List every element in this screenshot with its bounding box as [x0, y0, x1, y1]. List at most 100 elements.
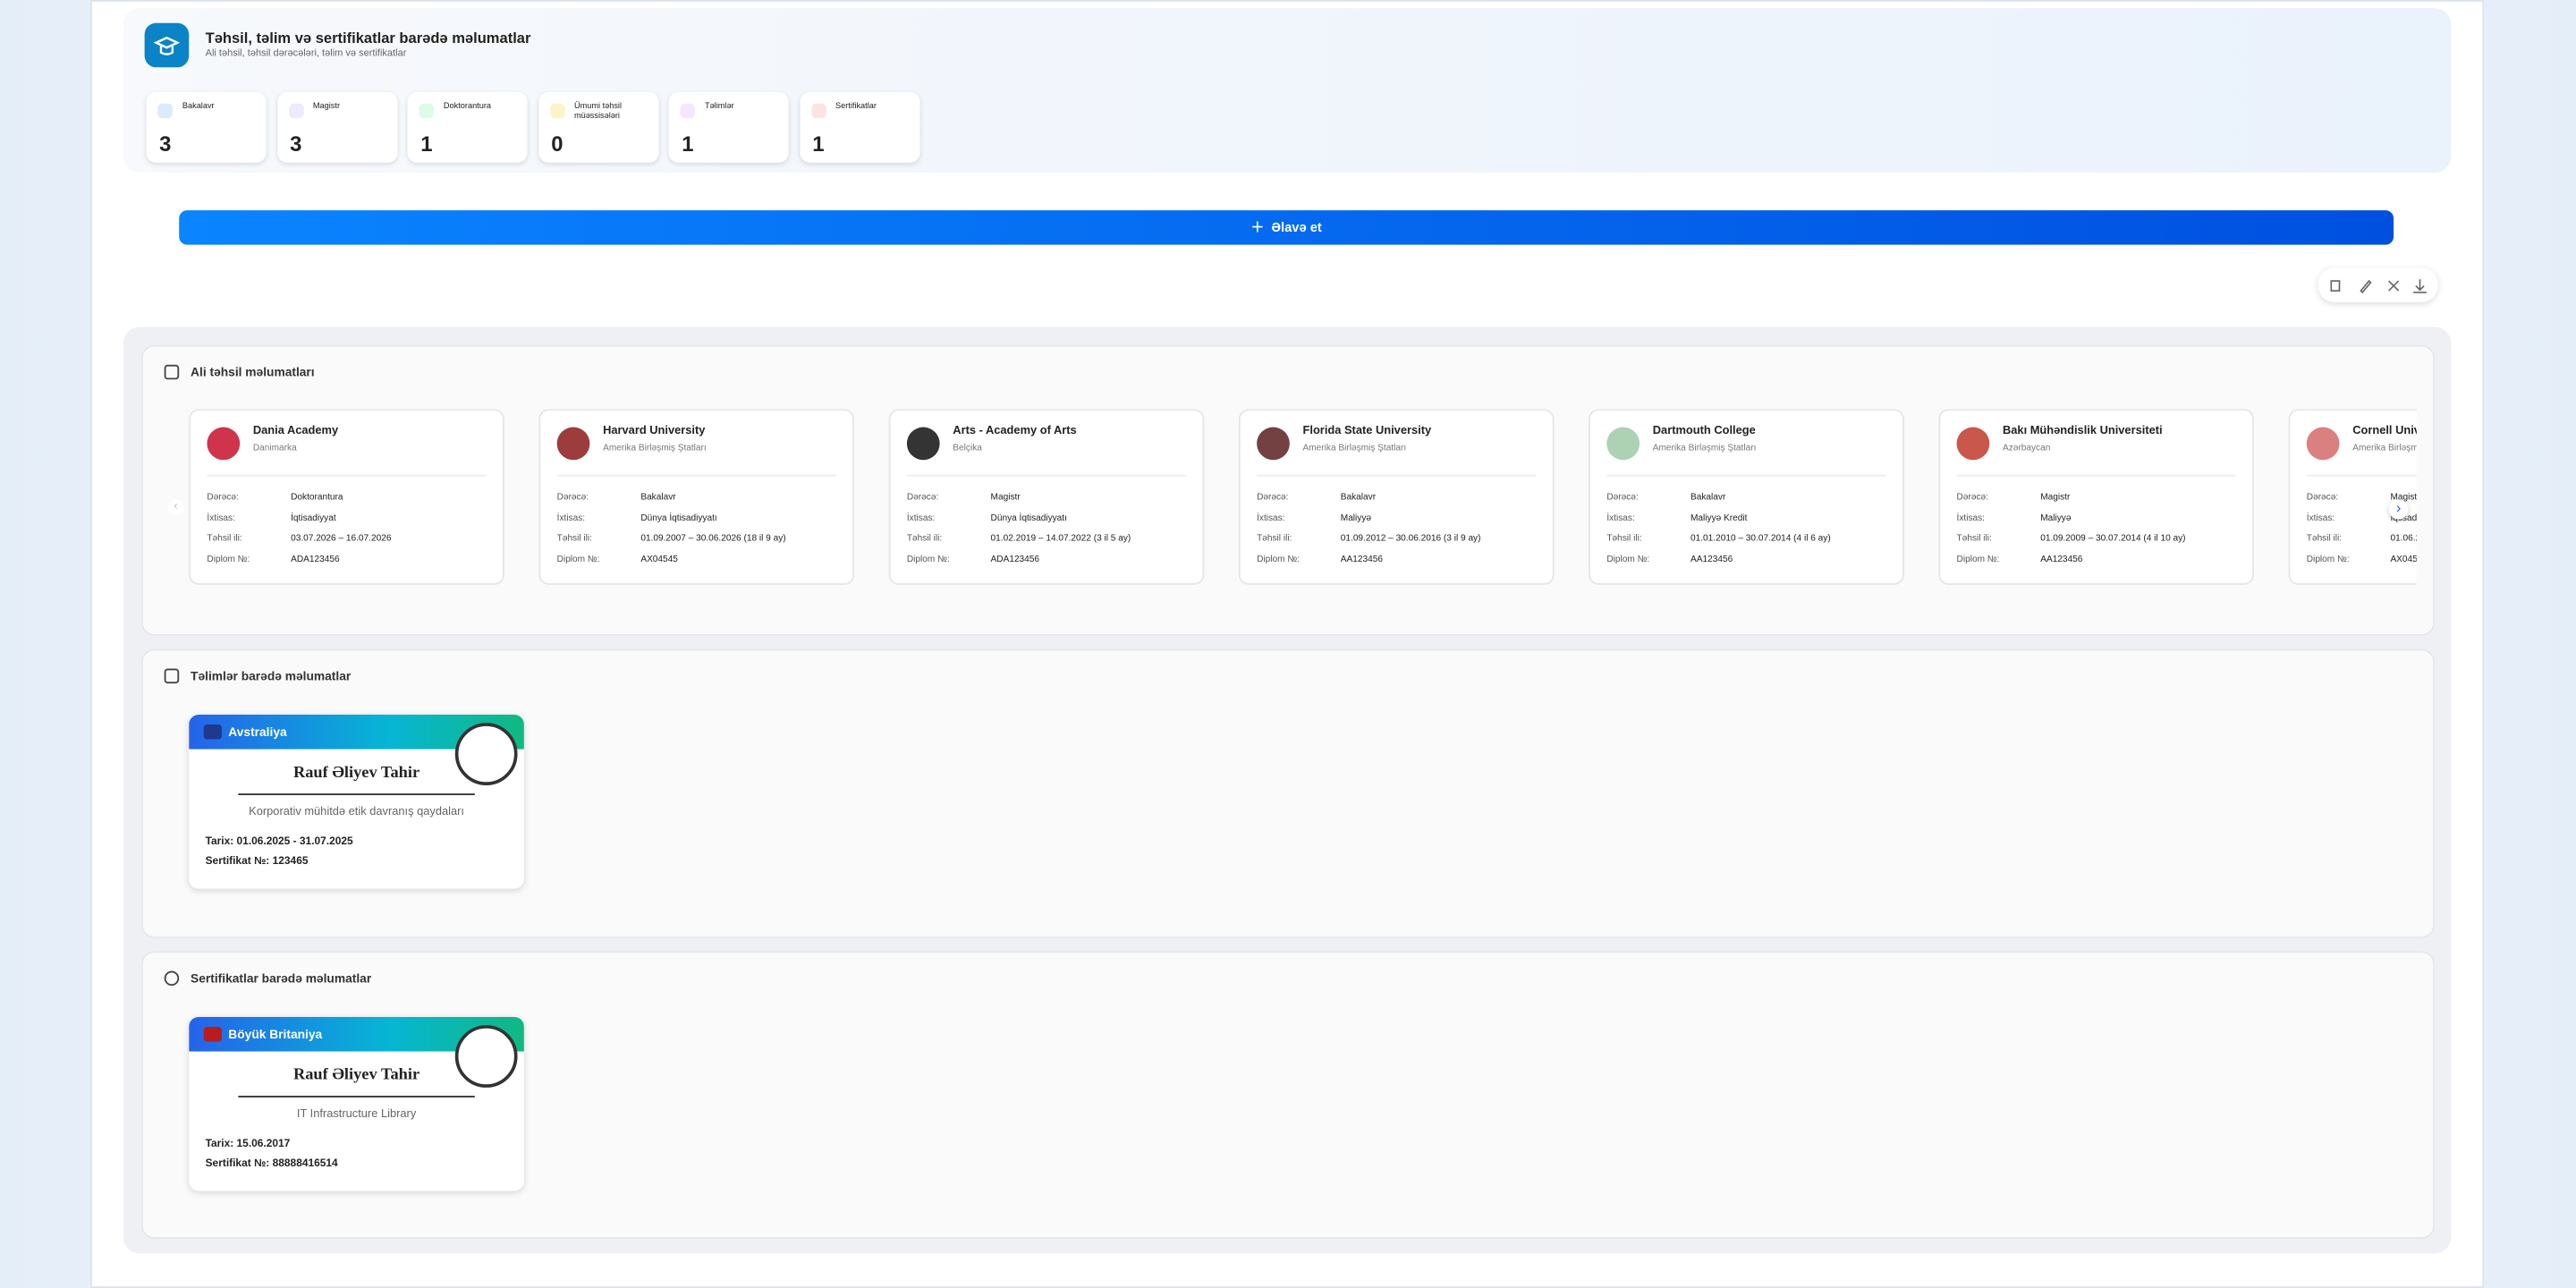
field-label: Diplom №: [2306, 554, 2350, 564]
flag-icon [203, 724, 222, 740]
stat-card: Ümumi təhsil müəssisələri 0 [538, 91, 658, 163]
header: Təhsil, təlim və sertifikatlar barədə mə… [123, 8, 2452, 173]
stat-value: 1 [420, 131, 433, 157]
field-value: Magistr [2390, 493, 2416, 504]
signature-line [238, 793, 475, 795]
field-label: İxtisas: [1606, 513, 1635, 524]
field-label: Diplom №: [1956, 554, 2000, 564]
field-value: 01.02.2019 – 14.07.2022 (3 il 5 ay) [990, 533, 1131, 544]
delete-icon[interactable] [2330, 280, 2341, 292]
number-row: Sertifikat №: 88888416514 [206, 1158, 338, 1170]
prev-button[interactable]: ‹ [167, 499, 184, 516]
stat-card: Magistr 3 [276, 91, 397, 163]
education-card: Cornell University Amerika Birləşmiş Ştat… [2288, 409, 2417, 585]
university-country: Amerika Birləşmiş Ştatları [2352, 443, 2417, 453]
university-logo [1257, 427, 1290, 461]
stat-card: Bakalavr 3 [146, 91, 267, 163]
divider [1956, 474, 2236, 477]
field-label: İxtisas: [1257, 513, 1285, 524]
field-label: İxtisas: [556, 513, 586, 524]
download-icon[interactable] [2413, 279, 2427, 293]
field-value: Maliyyə Kredit [1690, 513, 1748, 524]
stat-label: Magistr [312, 101, 341, 112]
signature-line [238, 1096, 475, 1097]
number-label: Sertifikat №: [205, 1157, 270, 1170]
field-label: Dərəcə: [1606, 493, 1639, 504]
stat-icon [157, 103, 173, 119]
field-label: Diplom №: [207, 554, 250, 564]
header-title: Təhsil, təlim və sertifikatlar barədə mə… [205, 30, 531, 47]
stat-value: 3 [159, 131, 172, 157]
field-value: AX04545 [640, 554, 678, 564]
university-country: Amerika Birləşmiş Ştatları [1652, 443, 1757, 453]
badge-icon [454, 1025, 518, 1088]
field-label: Diplom №: [556, 554, 600, 564]
stat-icon [288, 103, 303, 119]
section-title: Təlimlər barədə məlumatlar [191, 668, 352, 684]
field-value: 01.09.2009 – 30.07.2014 (4 il 10 ay) [2040, 533, 2186, 544]
certificate-card: Avstraliya Rauf Əliyev Tahir Korporativ mü… [189, 714, 524, 889]
education-card: Dania Academy Danimarka Dərəcə: Doktorantur… [189, 409, 504, 585]
add-button[interactable]: ＋ Əlavə et [179, 210, 2394, 245]
education-card: Florida State University Amerika Birləşmi… [1238, 409, 1555, 585]
flag-icon [203, 1026, 222, 1042]
stat-value: 3 [290, 131, 302, 157]
date-label: Tarix: [205, 835, 234, 848]
university-logo [906, 427, 940, 461]
stat-label: Ümumi təhsil müəssisələri [573, 101, 623, 122]
university-name: Dania Academy [252, 425, 339, 437]
field-value: 01.09.2007 – 30.06.2026 (18 il 9 ay) [640, 533, 786, 544]
tool-icon[interactable] [2388, 280, 2400, 292]
field-value: Bakalavr [1690, 493, 1726, 504]
divider [906, 474, 1187, 477]
stat-icon [810, 103, 826, 119]
header-icon [144, 22, 190, 68]
university-name: Bakı Mühəndislik Universiteti [2002, 425, 2163, 437]
field-label: Təhsil ili: [1257, 533, 1292, 544]
university-country: Azərbaycan [2002, 443, 2051, 453]
section-icon [164, 970, 180, 987]
stat-label: Doktorantura [443, 101, 492, 112]
divider [2306, 474, 2417, 477]
date-row: Tarix: 15.06.2017 [206, 1139, 291, 1150]
stat-value: 1 [812, 131, 825, 157]
section-icon [164, 364, 180, 380]
date-label: Tarix: [205, 1138, 234, 1150]
number-row: Sertifikat №: 123465 [206, 856, 309, 868]
certificate-card: Böyük Britaniya Rauf Əliyev Tahir IT Infra… [189, 1016, 524, 1191]
field-value: Dünya İqtisadiyyatı [990, 513, 1067, 524]
field-value: 01.09.2012 – 30.06.2016 (3 il 9 ay) [1340, 533, 1481, 544]
person-name: Rauf Əliyev Tahir [292, 764, 420, 783]
next-button[interactable]: › [2388, 499, 2409, 520]
university-country: Amerika Birləşmiş Ştatları [1302, 443, 1407, 453]
date-row: Tarix: 01.06.2025 - 31.07.2025 [206, 836, 353, 848]
education-card: Bakı Mühəndislik Universiteti Azərbaycan D… [1938, 409, 2255, 585]
field-value: Bakalavr [1340, 493, 1377, 504]
field-label: Təhsil ili: [556, 533, 592, 544]
field-value: ADA123456 [990, 554, 1040, 564]
field-label: İxtisas: [207, 513, 235, 524]
toolbar [2318, 267, 2438, 302]
divider [1606, 474, 1886, 477]
divider [556, 474, 836, 477]
field-value: 01.06.2015 – 30.06.2017 [2390, 533, 2416, 544]
university-name: Florida State University [1302, 425, 1432, 437]
field-label: Diplom №: [1606, 554, 1650, 564]
edit-icon[interactable] [2360, 279, 2372, 294]
course-name: Korporativ mühitdə etik davranış qaydala… [249, 806, 464, 818]
field-label: İxtisas: [1956, 513, 1986, 524]
university-name: Cornell University [2352, 425, 2417, 437]
field-value: Magistr [990, 493, 1021, 504]
number-value: 123465 [272, 855, 309, 868]
field-value: ADA123456 [291, 554, 340, 564]
field-value: İqtisadiyyat [2390, 513, 2417, 524]
field-value: Maliyyə [1340, 513, 1372, 524]
field-label: Dərəcə: [1257, 493, 1289, 504]
field-value: Dünya İqtisadiyyatı [640, 513, 717, 524]
university-country: Amerika Birləşmiş Ştatları [603, 443, 707, 453]
field-label: Dərəcə: [1956, 493, 1988, 504]
field-value: Maliyyə [2040, 513, 2072, 524]
university-logo [1956, 427, 1990, 461]
university-country: Belçika [953, 443, 982, 453]
